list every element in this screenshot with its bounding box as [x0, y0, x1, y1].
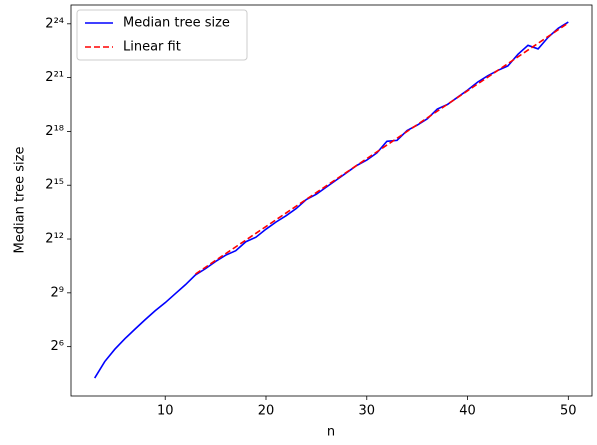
y-tick-label: 2²⁴ [45, 16, 64, 31]
line [93, 21, 569, 379]
plot-frame [70, 4, 593, 397]
y-tick-label: 2²¹ [45, 70, 64, 85]
x-axis-label: n [327, 425, 335, 440]
x-tick-label: 50 [560, 404, 577, 419]
legend-box [76, 9, 248, 61]
x-tick-label: 10 [157, 404, 174, 419]
y-tick-label: 2¹² [45, 232, 64, 247]
y-tick-label: 2⁹ [51, 285, 64, 300]
legend-label: Median tree size [123, 16, 230, 31]
x-tick-label: 30 [358, 404, 375, 419]
y-tick-label: 2⁶ [51, 339, 64, 354]
y-tick-label: 2¹⁸ [45, 124, 64, 139]
x-tick-label: 40 [459, 404, 476, 419]
x-tick-label: 20 [258, 404, 275, 419]
y-axis-label: Median tree size [13, 147, 28, 254]
line [195, 22, 569, 275]
legend-label: Linear fit [123, 40, 181, 55]
y-tick-label: 2¹⁵ [45, 178, 64, 193]
